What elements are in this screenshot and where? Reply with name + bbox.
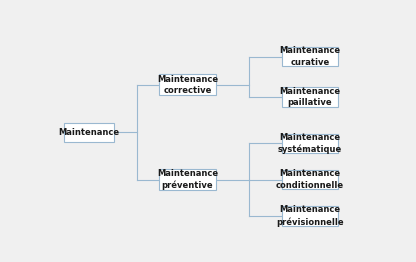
FancyBboxPatch shape <box>159 74 215 95</box>
FancyBboxPatch shape <box>282 134 338 153</box>
Text: Maintenance
conditionnelle: Maintenance conditionnelle <box>276 169 344 190</box>
Text: Maintenance
systématique: Maintenance systématique <box>278 133 342 154</box>
Text: Maintenance
prévisionnelle: Maintenance prévisionnelle <box>276 205 344 227</box>
FancyBboxPatch shape <box>282 206 338 226</box>
FancyBboxPatch shape <box>282 170 338 189</box>
Text: Maintenance
préventive: Maintenance préventive <box>157 169 218 190</box>
Text: Maintenance: Maintenance <box>59 128 120 137</box>
FancyBboxPatch shape <box>64 123 114 142</box>
FancyBboxPatch shape <box>282 47 338 66</box>
Text: Maintenance
curative: Maintenance curative <box>280 46 340 67</box>
FancyBboxPatch shape <box>159 169 215 190</box>
Text: Maintenance
paillative: Maintenance paillative <box>280 87 340 107</box>
FancyBboxPatch shape <box>282 88 338 107</box>
Text: Maintenance
corrective: Maintenance corrective <box>157 74 218 95</box>
